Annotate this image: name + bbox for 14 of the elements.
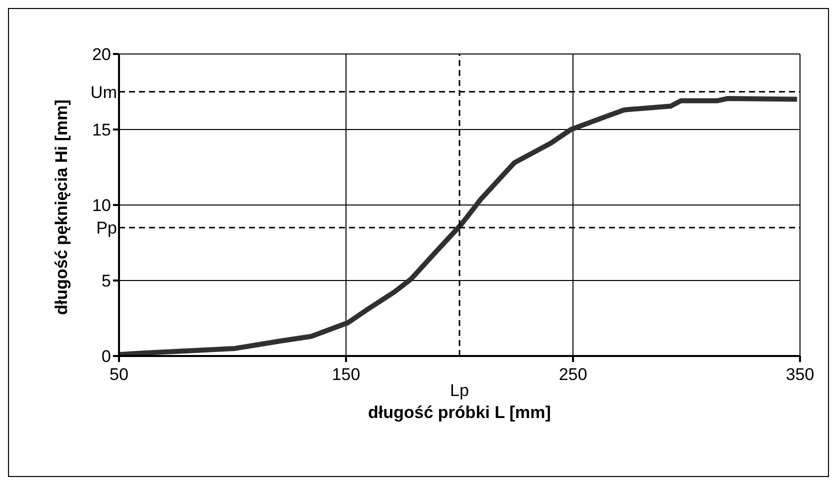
y-tick-label: 15 — [92, 120, 111, 140]
x-axis-title: długość próbki L [mm] — [368, 403, 551, 422]
x-tick-label: 150 — [332, 365, 360, 384]
y-tick-label: 0 — [102, 347, 111, 366]
y-tick-label: 5 — [102, 272, 111, 291]
y-tick-label: 10 — [92, 196, 111, 216]
y-tick-label: 20 — [92, 45, 111, 64]
y-axis-title: długość pęknięcia Hi [mm] — [52, 100, 72, 315]
ref-line-label: Um — [90, 82, 117, 102]
x-tick-label: 350 — [786, 365, 814, 384]
ref-line-label: Pp — [96, 218, 117, 238]
x-tick-label: 250 — [558, 365, 588, 384]
ref-line-label: Lp — [450, 381, 469, 400]
x-tick-label: 50 — [110, 365, 128, 384]
